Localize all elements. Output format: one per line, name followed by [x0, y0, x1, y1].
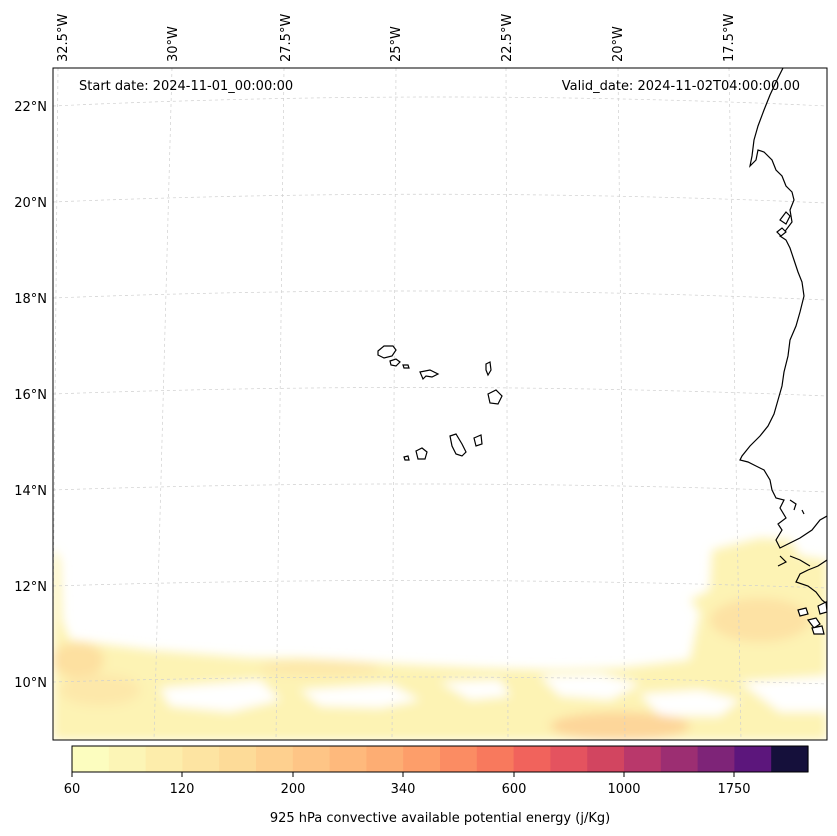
colorbar-tick-label: 1000 — [607, 782, 640, 797]
lon-label-20w: 20°W — [611, 26, 626, 62]
cape-core-west — [53, 642, 104, 678]
colorbar-swatch — [329, 746, 367, 772]
island-sao-nicolau — [419, 369, 440, 381]
island-fogo — [415, 447, 428, 460]
colorbar-swatch — [256, 746, 294, 772]
colorbar-tick-label: 1750 — [717, 782, 750, 797]
cape-gap-6 — [740, 676, 827, 712]
island-boa-vista — [487, 389, 503, 405]
cape-field — [53, 538, 827, 740]
lat-label-22n: 22°N — [14, 100, 47, 115]
colorbar-tick-label: 120 — [170, 782, 195, 797]
island-brava — [403, 455, 410, 461]
lon-label-30w: 30°W — [166, 26, 181, 62]
island-maio — [473, 434, 483, 447]
lon-label-27-5w: 27.5°W — [279, 14, 294, 62]
cape-gap-5 — [640, 690, 740, 716]
coastline-africa — [739, 68, 827, 549]
island-santiago — [449, 433, 467, 457]
colorbar-frame — [71, 745, 809, 773]
coastline — [739, 68, 827, 635]
colorbar-swatch — [587, 746, 625, 772]
island-santa-luzia — [402, 364, 410, 369]
lat-label-12n: 12°N — [14, 580, 47, 595]
colorbar-swatch — [513, 746, 551, 772]
colorbar-swatch — [771, 746, 809, 772]
colorbar-swatch — [624, 746, 662, 772]
colorbar-swatch — [72, 746, 110, 772]
cape-gap-1 — [160, 680, 280, 712]
colorbar-swatch — [440, 746, 478, 772]
colorbar: 60 120 200 340 600 1000 1750 925 hPa con… — [64, 745, 809, 826]
lon-label-32-5w: 32.5°W — [56, 14, 71, 62]
lat-label-14n: 14°N — [14, 484, 47, 499]
colorbar-swatch — [108, 746, 147, 772]
colorbar-swatch — [550, 746, 588, 772]
lat-label-20n: 20°N — [14, 196, 47, 211]
plot-frame — [52, 67, 828, 741]
island-santo-antao — [377, 345, 397, 359]
lon-label-25w: 25°W — [389, 26, 404, 62]
island-sal — [485, 361, 492, 377]
cape-core-sw — [60, 674, 140, 706]
colorbar-swatch — [476, 746, 515, 772]
colorbar-label: 925 hPa convective available potential e… — [270, 811, 610, 826]
colorbar-swatches — [72, 746, 809, 772]
colorbar-swatch — [366, 746, 404, 772]
cape-core-mid — [260, 660, 380, 676]
colorbar-swatch — [182, 746, 220, 772]
colorbar-swatch — [219, 746, 257, 772]
cape-gap-2 — [300, 684, 420, 708]
graticule — [53, 68, 827, 740]
colorbar-tick-label: 340 — [391, 782, 416, 797]
coastline-guinea — [795, 559, 827, 605]
cape-verde-islands — [377, 345, 503, 461]
colorbar-ticks — [71, 772, 735, 777]
lat-label-16n: 16°N — [14, 388, 47, 403]
colorbar-swatch — [660, 746, 699, 772]
valid-date-label: Valid_date: 2024-11-02T04:00:00.00 — [562, 79, 800, 94]
lat-label-18n: 18°N — [14, 292, 47, 307]
colorbar-tick-label: 200 — [281, 782, 306, 797]
cape-gap-3 — [440, 680, 510, 700]
colorbar-swatch — [292, 746, 331, 772]
colorbar-tick-label: 60 — [64, 782, 81, 797]
colorbar-swatch — [734, 746, 772, 772]
lat-label-10n: 10°N — [14, 676, 47, 691]
lon-label-22-5w: 22.5°W — [500, 14, 515, 62]
colorbar-swatch — [403, 746, 441, 772]
cape-core-south — [550, 712, 690, 740]
colorbar-swatch — [697, 746, 735, 772]
cape-core-east — [710, 598, 810, 642]
colorbar-swatch — [145, 746, 183, 772]
lon-label-17-5w: 17.5°W — [722, 14, 737, 62]
cape-gap-4 — [540, 674, 640, 700]
colorbar-tick-label: 600 — [502, 782, 527, 797]
island-sao-vicente — [389, 358, 401, 367]
start-date-label: Start date: 2024-11-01_00:00:00 — [79, 79, 293, 94]
